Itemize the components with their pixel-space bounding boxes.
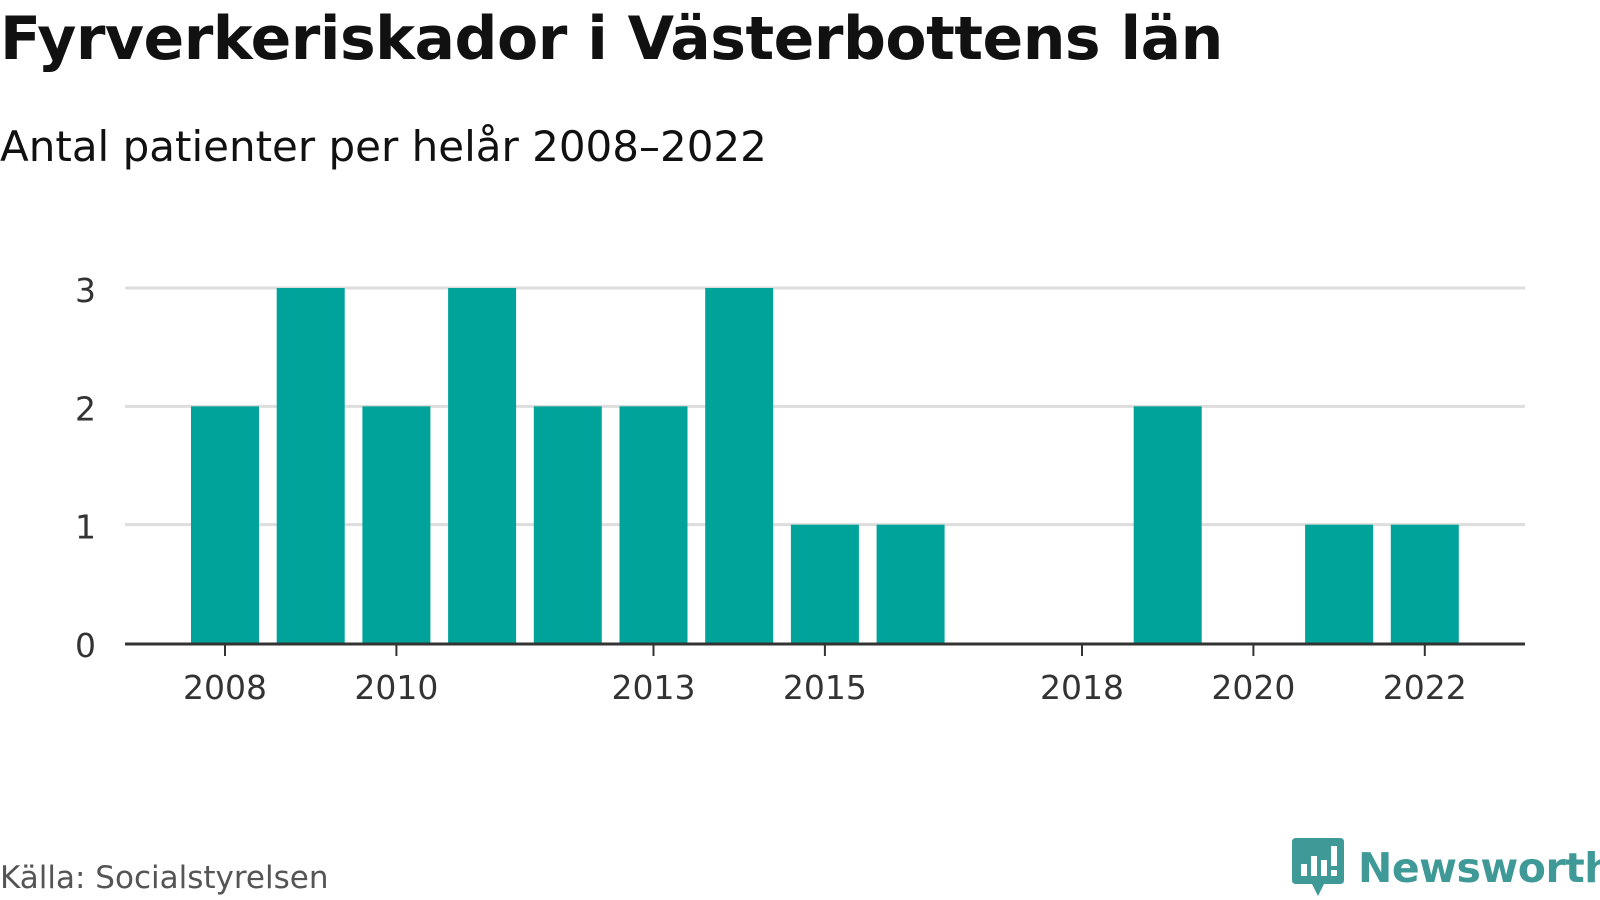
x-tick-label: 2010 [354, 668, 438, 707]
x-tick-label: 2020 [1211, 668, 1295, 707]
chart-title: Fyrverkeriskador i Västerbottens län [0, 4, 1223, 74]
bar-2015 [790, 524, 859, 643]
brand-logo: Newsworthy [1292, 838, 1600, 898]
bar-2012 [533, 406, 602, 643]
bar-2021 [1305, 524, 1374, 643]
x-tick-label: 2008 [183, 668, 267, 707]
x-tick-label: 2022 [1383, 668, 1467, 707]
bar-2011 [448, 288, 517, 643]
bars [191, 288, 1459, 643]
y-tick-label: 0 [75, 626, 96, 665]
bar-2008 [191, 406, 259, 643]
newsworthy-logo-icon [1292, 838, 1344, 896]
y-tick-label: 3 [75, 271, 96, 310]
x-tick-label: 2018 [1040, 668, 1124, 707]
x-tick-label: 2013 [612, 668, 696, 707]
bar-2019 [1133, 406, 1202, 643]
chart-subtitle: Antal patienter per helår 2008–2022 [0, 122, 767, 171]
x-tick-label: 2015 [783, 668, 867, 707]
brand-name: Newsworthy [1358, 844, 1600, 892]
x-axis-ticks: 2008 2010 2013 2015 2018 2020 2022 [183, 644, 1467, 707]
bar-2010 [362, 406, 431, 643]
bar-2016 [876, 524, 945, 643]
y-tick-label: 2 [75, 389, 96, 428]
source-note: Källa: Socialstyrelsen [0, 860, 329, 896]
bar-2009 [276, 288, 345, 643]
bar-2013 [619, 406, 688, 643]
bar-2022 [1390, 524, 1459, 643]
y-tick-label: 1 [75, 508, 96, 547]
bar-2014 [705, 288, 774, 643]
y-axis-ticks: 0 1 2 3 [75, 271, 96, 665]
